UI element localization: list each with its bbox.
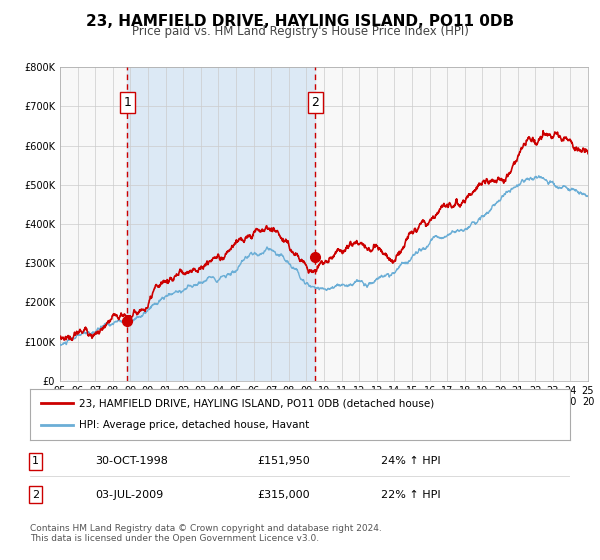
Text: £315,000: £315,000 <box>257 490 310 500</box>
Text: 2: 2 <box>311 96 319 109</box>
Text: HPI: Average price, detached house, Havant: HPI: Average price, detached house, Hava… <box>79 421 309 431</box>
Text: 1: 1 <box>124 96 131 109</box>
Text: Price paid vs. HM Land Registry's House Price Index (HPI): Price paid vs. HM Land Registry's House … <box>131 25 469 38</box>
Text: 22% ↑ HPI: 22% ↑ HPI <box>381 490 440 500</box>
Text: £151,950: £151,950 <box>257 456 310 466</box>
Text: 30-OCT-1998: 30-OCT-1998 <box>95 456 167 466</box>
Text: 23, HAMFIELD DRIVE, HAYLING ISLAND, PO11 0DB: 23, HAMFIELD DRIVE, HAYLING ISLAND, PO11… <box>86 14 514 29</box>
Text: 24% ↑ HPI: 24% ↑ HPI <box>381 456 440 466</box>
Text: Contains HM Land Registry data © Crown copyright and database right 2024.
This d: Contains HM Land Registry data © Crown c… <box>30 524 382 543</box>
Bar <box>127 67 315 381</box>
Text: 23, HAMFIELD DRIVE, HAYLING ISLAND, PO11 0DB (detached house): 23, HAMFIELD DRIVE, HAYLING ISLAND, PO11… <box>79 398 434 408</box>
Text: 2: 2 <box>32 490 39 500</box>
Text: 1: 1 <box>32 456 39 466</box>
Text: 03-JUL-2009: 03-JUL-2009 <box>95 490 163 500</box>
